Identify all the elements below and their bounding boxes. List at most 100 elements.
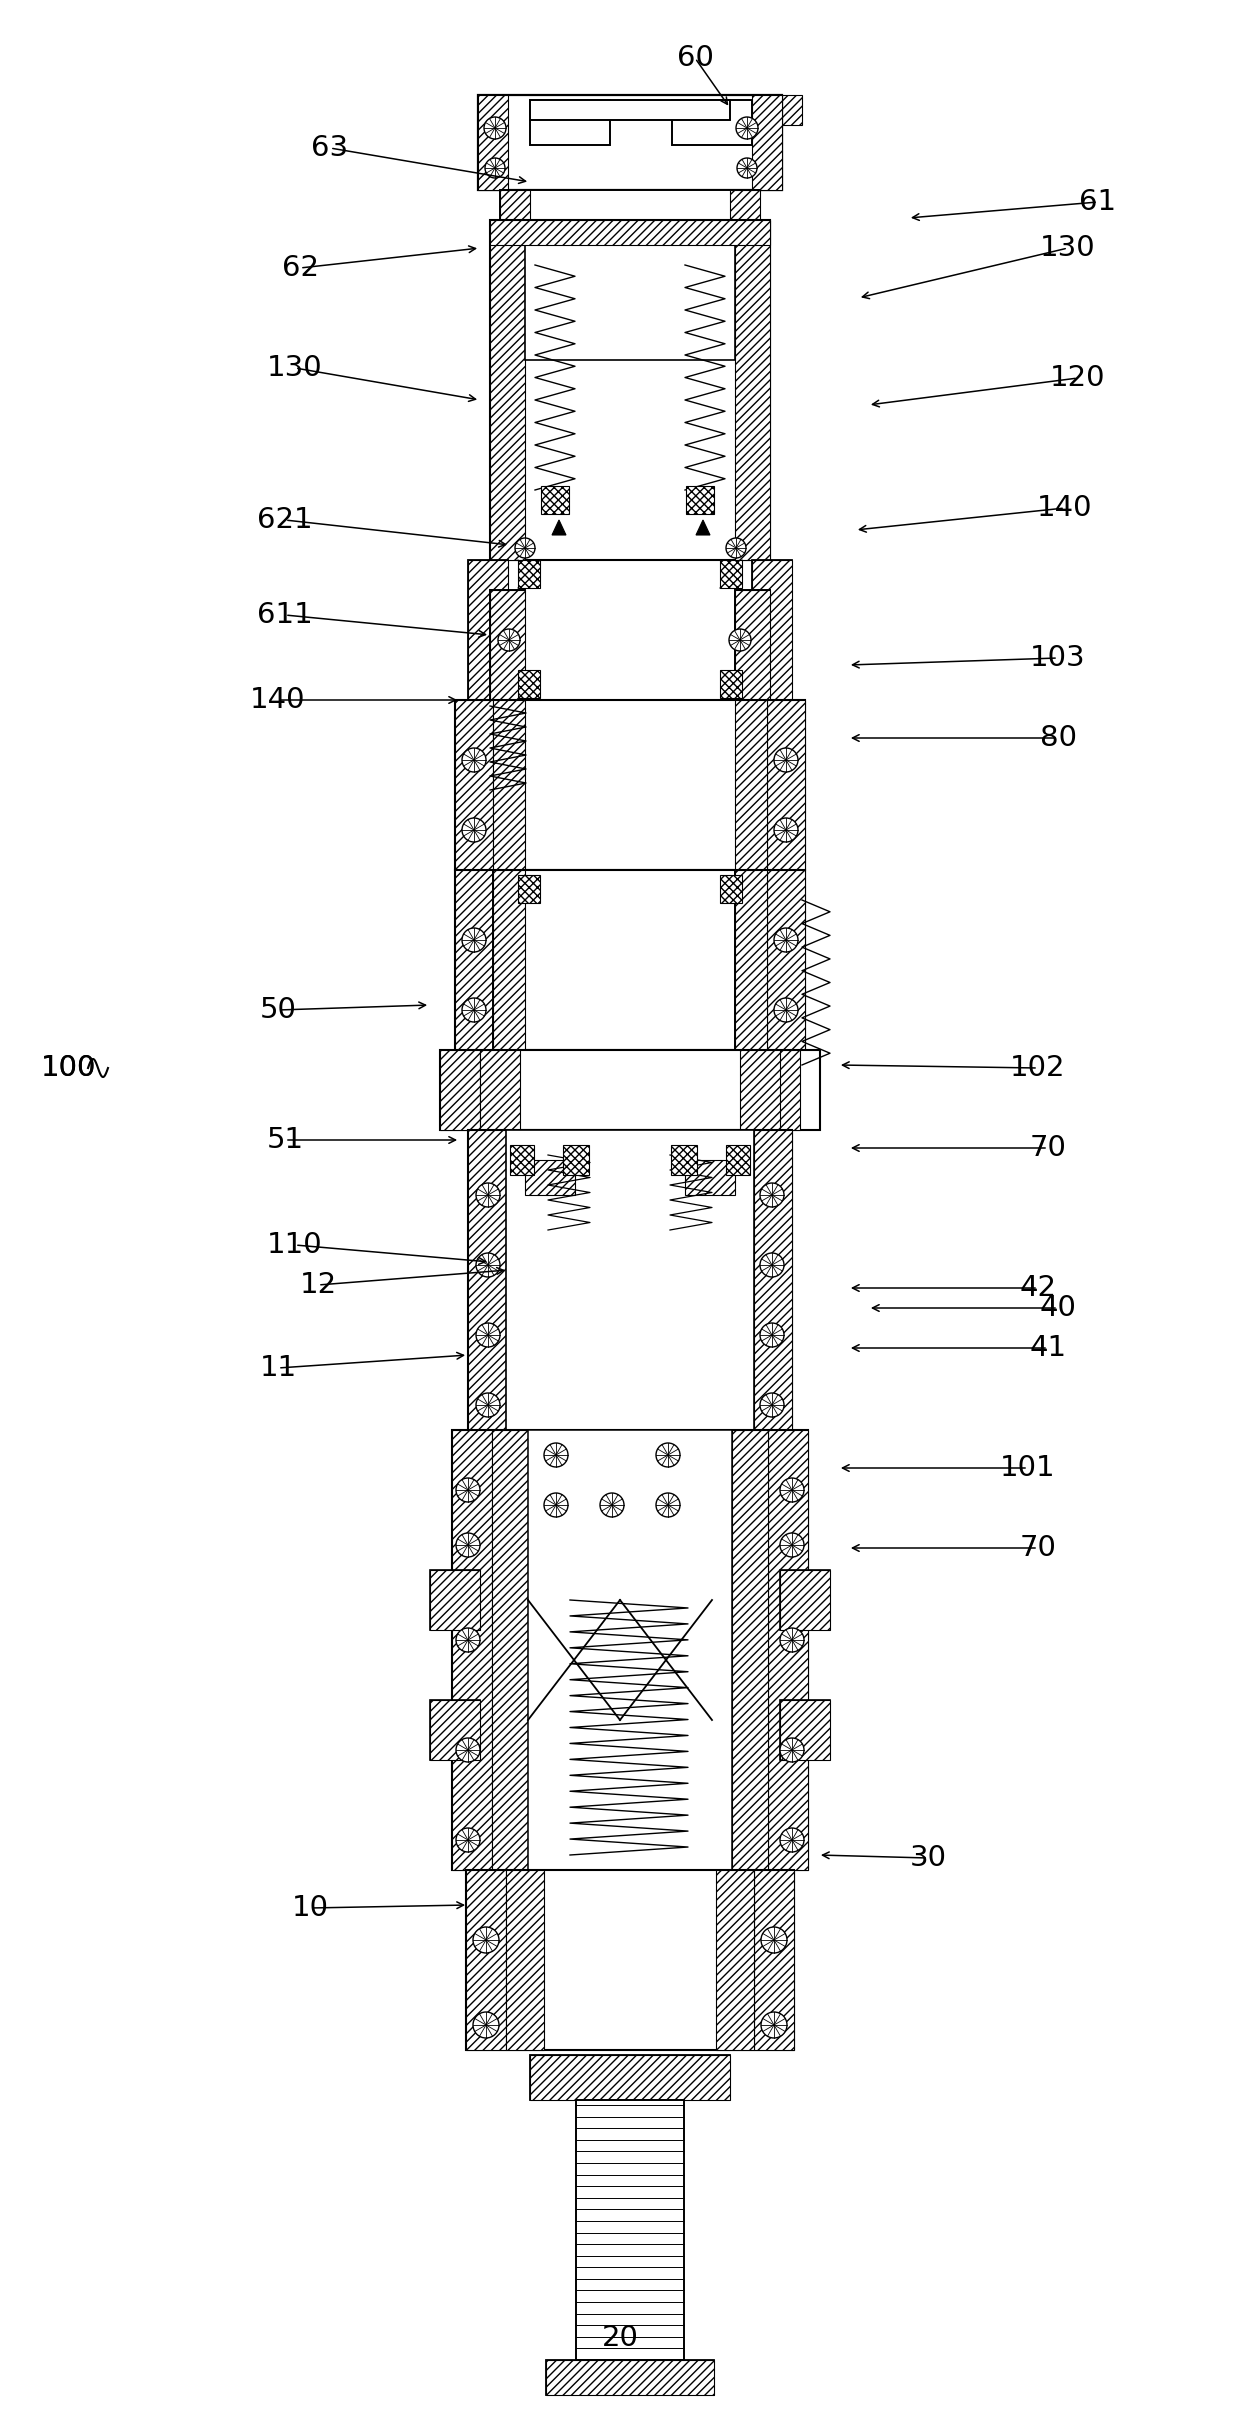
Bar xyxy=(735,591,770,699)
Bar xyxy=(440,1049,480,1129)
Bar xyxy=(754,1129,792,1430)
Text: 611: 611 xyxy=(257,601,312,630)
Bar xyxy=(686,485,714,514)
Circle shape xyxy=(463,748,486,772)
Bar xyxy=(780,1570,830,1631)
Circle shape xyxy=(456,1828,480,1852)
Bar xyxy=(477,94,520,125)
Bar xyxy=(529,99,730,121)
Circle shape xyxy=(456,1628,480,1652)
Bar xyxy=(768,1430,808,1869)
Bar xyxy=(455,699,494,871)
Text: 20: 20 xyxy=(601,2325,639,2352)
Bar xyxy=(466,1869,506,2050)
Bar xyxy=(754,1869,794,2050)
Circle shape xyxy=(463,999,486,1023)
Bar xyxy=(684,1160,735,1194)
Bar xyxy=(466,1869,794,2050)
Text: 100: 100 xyxy=(41,1054,95,1083)
Bar xyxy=(563,1146,589,1175)
Bar xyxy=(720,876,742,902)
Circle shape xyxy=(760,1182,784,1206)
Circle shape xyxy=(456,1479,480,1503)
Circle shape xyxy=(780,1479,804,1503)
Bar xyxy=(725,1146,750,1175)
Circle shape xyxy=(544,1493,568,1517)
Circle shape xyxy=(485,159,505,178)
Circle shape xyxy=(656,1442,680,1466)
Bar xyxy=(671,1146,697,1175)
Circle shape xyxy=(760,1252,784,1276)
Bar xyxy=(732,1430,768,1869)
Text: 102: 102 xyxy=(1011,1054,1065,1083)
Circle shape xyxy=(774,818,799,842)
Text: 12: 12 xyxy=(299,1271,336,1300)
Bar xyxy=(780,1700,830,1761)
Bar xyxy=(480,1049,520,1129)
Bar xyxy=(751,94,782,191)
Bar xyxy=(577,2101,684,2359)
Text: 110: 110 xyxy=(267,1230,322,1259)
Circle shape xyxy=(463,818,486,842)
Bar xyxy=(490,219,525,560)
Circle shape xyxy=(780,1828,804,1852)
Bar xyxy=(541,485,569,514)
Bar xyxy=(455,871,805,1049)
Circle shape xyxy=(515,538,534,557)
Bar xyxy=(529,99,610,145)
Text: 140: 140 xyxy=(250,685,306,714)
Circle shape xyxy=(476,1182,500,1206)
Bar xyxy=(720,671,742,697)
Bar xyxy=(494,699,525,871)
Text: 40: 40 xyxy=(1039,1293,1076,1322)
Circle shape xyxy=(774,999,799,1023)
Bar xyxy=(453,1430,492,1869)
Bar xyxy=(490,591,525,699)
Text: 140: 140 xyxy=(1037,494,1092,521)
Circle shape xyxy=(472,2012,498,2038)
Text: 120: 120 xyxy=(1050,364,1106,393)
Circle shape xyxy=(476,1324,500,1346)
Bar xyxy=(735,871,768,1049)
Bar xyxy=(780,1700,830,1761)
Circle shape xyxy=(484,118,506,140)
Circle shape xyxy=(780,1739,804,1763)
Bar xyxy=(546,2359,714,2395)
Text: 60: 60 xyxy=(677,43,713,72)
Circle shape xyxy=(761,1927,787,1954)
Bar xyxy=(467,1129,506,1430)
Bar xyxy=(477,94,508,191)
Circle shape xyxy=(472,1927,498,1954)
Text: 70: 70 xyxy=(1019,1534,1056,1563)
Circle shape xyxy=(761,2012,787,2038)
Text: 70: 70 xyxy=(1029,1134,1066,1163)
Text: 100: 100 xyxy=(41,1054,95,1083)
Bar xyxy=(518,671,539,697)
Bar xyxy=(715,1869,754,2050)
Circle shape xyxy=(456,1739,480,1763)
Bar xyxy=(751,560,792,699)
Bar xyxy=(735,871,768,1049)
Circle shape xyxy=(463,929,486,953)
Bar xyxy=(494,871,525,1049)
Text: 103: 103 xyxy=(1030,644,1086,673)
Polygon shape xyxy=(552,521,565,535)
Bar xyxy=(518,876,539,902)
Bar xyxy=(455,871,494,1049)
Bar xyxy=(467,560,508,699)
Circle shape xyxy=(774,929,799,953)
Text: 61: 61 xyxy=(1080,188,1116,217)
Bar xyxy=(467,560,508,699)
Bar xyxy=(430,1570,480,1631)
Bar xyxy=(510,1146,534,1175)
Bar xyxy=(430,1700,480,1761)
Bar xyxy=(735,699,768,871)
Bar xyxy=(490,219,770,560)
Bar xyxy=(500,191,760,219)
Bar xyxy=(440,1049,820,1129)
Circle shape xyxy=(774,748,799,772)
Circle shape xyxy=(760,1394,784,1416)
Polygon shape xyxy=(696,521,711,535)
Bar xyxy=(529,2055,730,2101)
Circle shape xyxy=(476,1394,500,1416)
